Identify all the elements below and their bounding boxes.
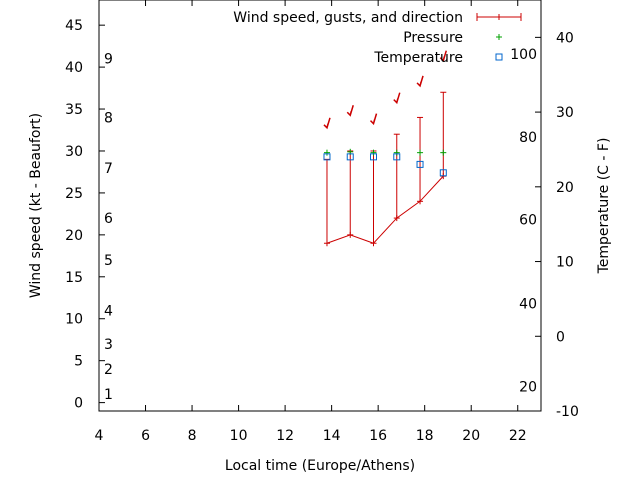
y2-tick-label: 40: [556, 30, 574, 46]
temperature-point: [370, 153, 378, 161]
y-tick-label: 25: [65, 186, 83, 202]
beaufort-label: 1: [104, 387, 113, 403]
x-tick-label: 10: [230, 428, 248, 444]
wind-direction-arrow: [416, 75, 424, 88]
y-tick-label: 15: [65, 270, 83, 286]
pressure-point: [440, 149, 447, 156]
beaufort-label: 7: [104, 161, 113, 177]
wind-direction-arrow: [346, 105, 354, 117]
y2-tick-label: 10: [556, 255, 574, 271]
x-tick-label: 18: [416, 428, 434, 444]
y-axis-label: Wind speed (kt - Beaufort): [28, 113, 44, 298]
fahrenheit-label: 60: [519, 213, 537, 229]
legend-label-temperature: Temperature: [373, 50, 463, 66]
legend-swatch-temperature: [495, 53, 503, 61]
beaufort-label: 3: [104, 337, 113, 353]
wind-direction-arrow: [393, 92, 401, 105]
pressure-point: [323, 149, 330, 156]
y-tick-label: 0: [74, 396, 83, 412]
y-tick-label: 40: [65, 60, 83, 76]
chart-legend: Wind speed, gusts, and direction Pressur…: [233, 10, 522, 66]
y2-tick-label: 0: [556, 329, 565, 345]
pressure-point: [393, 149, 400, 156]
y-tick-label: 5: [74, 354, 83, 370]
temperature-point: [416, 160, 424, 168]
axis-ticks: 4 6 8 10 12 14 16 18 20 22051015202530354045-1001…: [65, 0, 579, 444]
beaufort-label: 5: [104, 253, 113, 269]
y2-axis-label: Temperature (C - F): [596, 138, 612, 275]
fahrenheit-label: 100: [510, 47, 537, 63]
y2-tick-label: -10: [556, 404, 579, 420]
plot-area: [98, 0, 542, 412]
beaufort-label: 9: [104, 52, 113, 68]
temperature-point: [346, 153, 354, 161]
fahrenheit-label: 40: [519, 296, 537, 312]
y-tick-label: 35: [65, 102, 83, 118]
fahrenheit-label: 20: [519, 379, 537, 395]
y-tick-label: 10: [65, 312, 83, 328]
legend-label-wind: Wind speed, gusts, and direction: [233, 10, 463, 26]
legend-label-pressure: Pressure: [403, 30, 463, 46]
x-tick-label: 14: [323, 428, 341, 444]
beaufort-label: 2: [104, 362, 113, 378]
wind-speed-line: [326, 175, 444, 244]
wind-direction-arrow: [369, 113, 378, 126]
pressure-point: [370, 149, 377, 156]
x-tick-label: 4: [95, 428, 104, 444]
legend-swatch-pressure: [496, 34, 502, 40]
y-tick-label: 20: [65, 228, 83, 244]
chart-series: [323, 50, 448, 247]
x-tick-label: 8: [188, 428, 197, 444]
x-tick-label: 20: [462, 428, 480, 444]
temperature-point: [323, 153, 331, 161]
fahrenheit-label: 80: [519, 130, 537, 146]
y-tick-label: 30: [65, 144, 83, 160]
beaufort-label: 6: [104, 211, 113, 227]
beaufort-label: 8: [104, 110, 113, 126]
x-tick-label: 12: [276, 428, 294, 444]
y2-tick-label: 20: [556, 180, 574, 196]
temperature-point: [439, 169, 447, 177]
x-tick-label: 22: [509, 428, 527, 444]
x-tick-label: 6: [141, 428, 150, 444]
pressure-point: [417, 149, 424, 156]
beaufort-label: 4: [104, 303, 113, 319]
wind-direction-arrow: [439, 50, 448, 63]
temperature-point: [393, 153, 401, 161]
x-tick-label: 16: [369, 428, 387, 444]
y2-tick-label: 30: [556, 105, 574, 121]
wind-direction-arrow: [323, 117, 331, 130]
x-axis-label: Local time (Europe/Athens): [225, 458, 415, 474]
y-tick-label: 45: [65, 18, 83, 34]
